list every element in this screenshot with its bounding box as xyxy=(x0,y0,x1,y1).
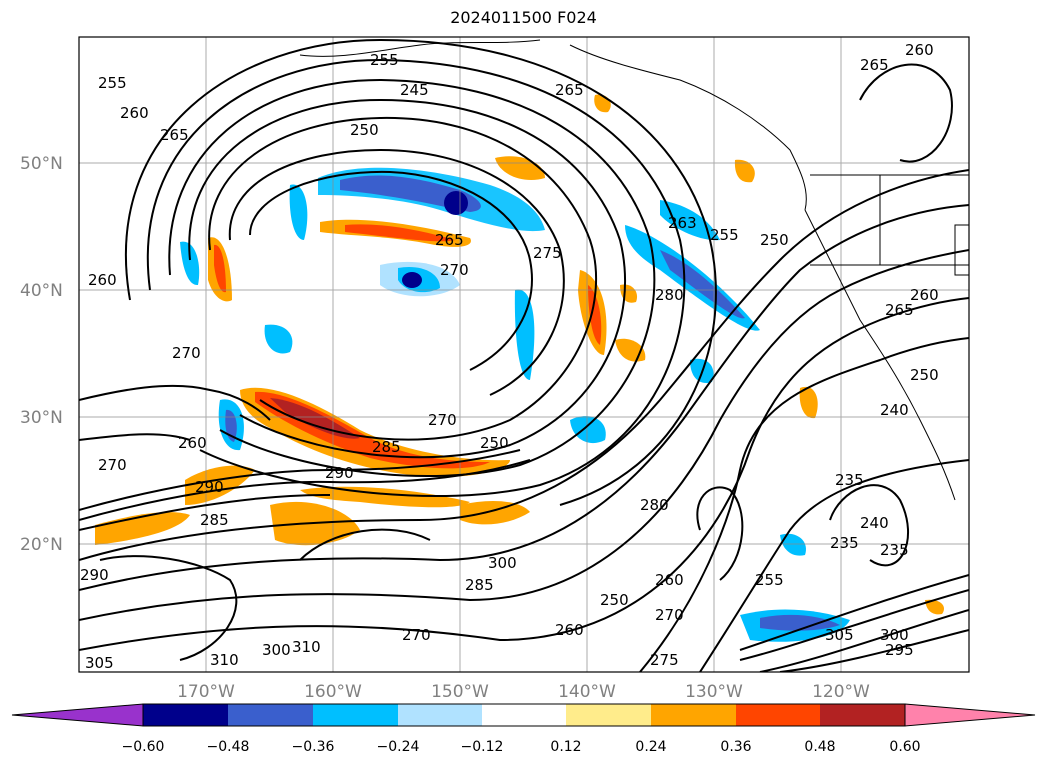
map-frame xyxy=(78,36,970,673)
colorbar-tick-label: −0.36 xyxy=(292,739,335,755)
contour-label: 310 xyxy=(292,638,321,656)
contour-label: 260 xyxy=(910,286,939,304)
contour-label: 250 xyxy=(480,434,509,452)
lat-label-20n: 20°N xyxy=(20,535,63,555)
lat-label-50n: 50°N xyxy=(20,154,63,174)
lon-label-160w: 160°W xyxy=(304,682,362,702)
contour-label: 310 xyxy=(210,651,239,669)
contour-label: 260 xyxy=(120,104,149,122)
colorbar-tick-label: 0.48 xyxy=(804,739,835,755)
contour-label: 260 xyxy=(88,271,117,289)
contour-label: 235 xyxy=(835,471,864,489)
contour-label: 260 xyxy=(178,434,207,452)
colorbar-bin xyxy=(820,704,905,726)
contour-label: 255 xyxy=(755,571,784,589)
contour-label: 260 xyxy=(555,621,584,639)
colorbar-tick-label: −0.60 xyxy=(122,739,165,755)
lat-label-30n: 30°N xyxy=(20,408,63,428)
contour-label: 260 xyxy=(655,571,684,589)
contour-label: 240 xyxy=(880,401,909,419)
contour-label: 295 xyxy=(885,641,914,659)
coastlines xyxy=(299,39,969,501)
colorbar-bin xyxy=(398,704,482,726)
colorbar-tick-label: 0.36 xyxy=(720,739,751,755)
contour-label: 290 xyxy=(325,464,354,482)
contour-label: 260 xyxy=(905,41,934,59)
colorbar: −0.60 −0.48 −0.36 −0.24 −0.12 0.12 0.24 … xyxy=(11,703,1036,755)
contour-label: 270 xyxy=(172,344,201,362)
contour-label: 235 xyxy=(880,541,909,559)
contour-lines xyxy=(79,38,969,672)
contour-label: 300 xyxy=(488,554,517,572)
contour-label: 285 xyxy=(465,576,494,594)
contour-label: 300 xyxy=(262,641,291,659)
lat-label-40n: 40°N xyxy=(20,281,63,301)
contour-label: 265 xyxy=(555,81,584,99)
contour-label: 245 xyxy=(400,81,429,99)
contour-label: 255 xyxy=(370,51,399,69)
contour-label: 270 xyxy=(98,456,127,474)
contour-label: 290 xyxy=(80,566,109,584)
contour-label: 235 xyxy=(830,534,859,552)
contour-label: 290 xyxy=(195,478,224,496)
lat-axis: 50°N 40°N 30°N 20°N xyxy=(20,154,63,555)
contour-label: 250 xyxy=(760,231,789,249)
colorbar-bin xyxy=(651,704,736,726)
contour-label: 265 xyxy=(160,126,189,144)
contour-label-group: 255 260 265 245 250 255 265 260 265 250 … xyxy=(80,41,939,672)
contour-label: 270 xyxy=(440,261,469,279)
lon-axis: 170°W 160°W 150°W 140°W 130°W 120°W xyxy=(177,682,870,702)
colorbar-bin xyxy=(482,704,566,726)
contour-label: 280 xyxy=(640,496,669,514)
colorbar-tick-label: −0.12 xyxy=(461,739,504,755)
colorbar-bin xyxy=(566,704,651,726)
lon-label-140w: 140°W xyxy=(558,682,616,702)
colorbar-bin xyxy=(313,704,398,726)
contour-label: 255 xyxy=(98,74,127,92)
colorbar-bin xyxy=(736,704,820,726)
contour-label: 270 xyxy=(402,626,431,644)
contour-label: 250 xyxy=(910,366,939,384)
map-title: 2024011500 F024 xyxy=(450,8,597,27)
shaded-field xyxy=(95,94,945,642)
contour-label: 280 xyxy=(655,286,684,304)
contour-label: 300 xyxy=(880,626,909,644)
lon-label-170w: 170°W xyxy=(177,682,235,702)
contour-label: 250 xyxy=(350,121,379,139)
colorbar-tick-label: 0.24 xyxy=(635,739,666,755)
lon-label-130w: 130°W xyxy=(685,682,743,702)
colorbar-extend-right xyxy=(904,703,1036,727)
colorbar-bin xyxy=(228,704,313,726)
contour-label: 240 xyxy=(860,514,889,532)
contour-label: 275 xyxy=(650,651,679,669)
contour-label: 275 xyxy=(533,244,562,262)
contour-label: 270 xyxy=(428,411,457,429)
contour-label: 270 xyxy=(655,606,684,624)
contour-label: 285 xyxy=(200,511,229,529)
contour-label: 265 xyxy=(435,231,464,249)
contour-label: 255 xyxy=(710,226,739,244)
lon-label-150w: 150°W xyxy=(431,682,489,702)
contour-label: 265 xyxy=(860,56,889,74)
contour-label: 250 xyxy=(600,591,629,609)
lon-label-120w: 120°W xyxy=(812,682,870,702)
colorbar-extend-left xyxy=(11,703,144,727)
colorbar-tick-label: −0.48 xyxy=(207,739,250,755)
colorbar-tick-label: 0.60 xyxy=(889,739,920,755)
map-plot-area: 255 260 265 245 250 255 265 260 265 250 … xyxy=(79,37,969,672)
colorbar-bin xyxy=(143,704,228,726)
contour-label: 265 xyxy=(885,301,914,319)
colorbar-tick-label: −0.24 xyxy=(377,739,420,755)
contour-label: 305 xyxy=(825,626,854,644)
contour-label: 305 xyxy=(85,654,114,672)
colorbar-tick-label: 0.12 xyxy=(550,739,581,755)
contour-label: 263 xyxy=(668,214,697,232)
contour-label: 285 xyxy=(372,438,401,456)
